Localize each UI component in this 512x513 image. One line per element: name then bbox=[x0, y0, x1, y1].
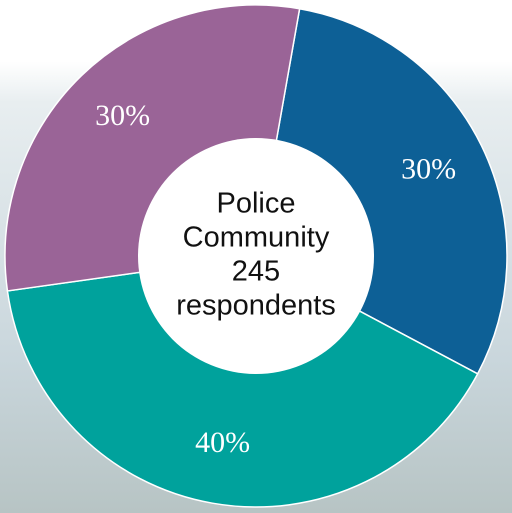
value-label: 30% bbox=[95, 99, 150, 132]
center-text: respondents bbox=[176, 290, 336, 322]
donut-hole bbox=[138, 138, 374, 374]
center-text: 245 bbox=[232, 256, 280, 288]
center-text: Community bbox=[183, 222, 330, 254]
value-label: 40% bbox=[195, 426, 250, 459]
center-text: Police bbox=[217, 188, 296, 220]
value-label: 30% bbox=[401, 153, 456, 186]
slice bbox=[6, 255, 479, 508]
